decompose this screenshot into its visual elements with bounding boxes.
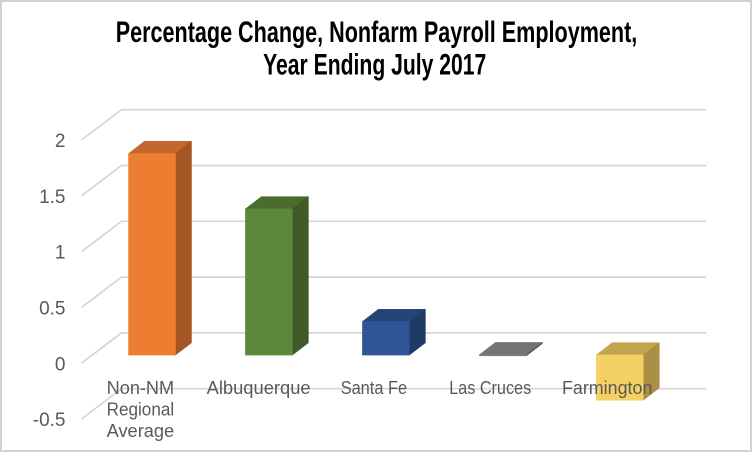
svg-text:2: 2 (55, 131, 66, 152)
svg-text:1: 1 (55, 243, 66, 264)
svg-text:Year Ending July 2017: Year Ending July 2017 (263, 48, 486, 81)
svg-text:Regional: Regional (107, 399, 175, 420)
svg-text:1.5: 1.5 (39, 187, 65, 208)
svg-text:-0.5: -0.5 (33, 410, 66, 431)
svg-text:0: 0 (55, 354, 66, 375)
svg-text:Average: Average (107, 420, 175, 441)
svg-text:Farmington: Farmington (562, 377, 653, 398)
svg-text:Non-NM: Non-NM (107, 377, 175, 398)
svg-text:Albuquerque: Albuquerque (207, 377, 311, 398)
svg-text:Santa Fe: Santa Fe (341, 377, 408, 398)
svg-text:Percentage Change, Nonfarm Pay: Percentage Change, Nonfarm Payroll Emplo… (116, 16, 638, 49)
svg-text:Las Cruces: Las Cruces (449, 377, 531, 398)
svg-text:0.5: 0.5 (39, 299, 65, 320)
